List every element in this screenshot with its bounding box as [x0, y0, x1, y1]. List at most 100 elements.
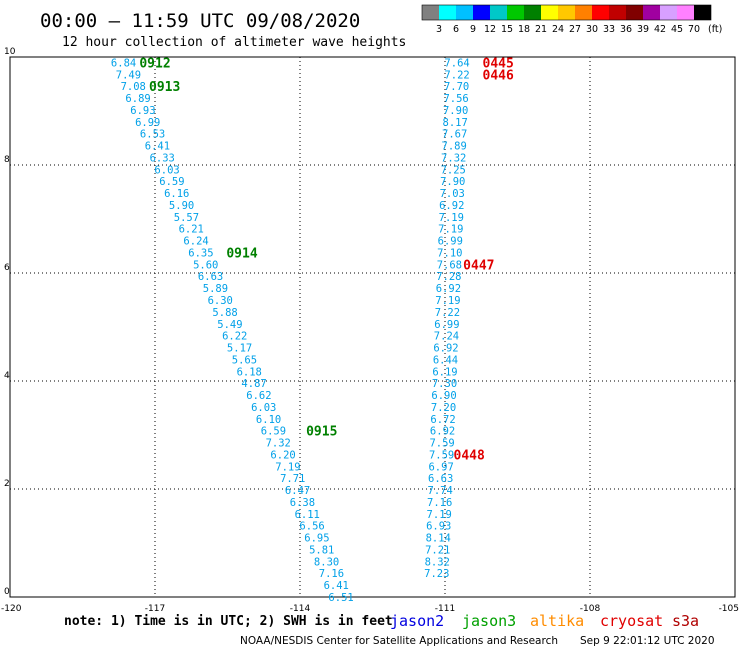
pass-label: 0448 [454, 448, 485, 463]
wave-height-label: 6.19 [432, 366, 457, 378]
colorbar-swatch [643, 5, 660, 20]
wave-height-label: 6.03 [154, 164, 179, 176]
wave-height-label: 6.92 [430, 426, 455, 438]
wave-height-label: 6.99 [438, 236, 463, 248]
pass-label: 0913 [149, 80, 180, 95]
wave-height-label: 6.93 [426, 521, 451, 533]
wave-height-label: 5.60 [193, 259, 218, 271]
x-tick-label: -117 [145, 604, 165, 614]
wave-height-label: 7.59 [429, 449, 454, 461]
wave-height-label: 6.03 [251, 402, 276, 414]
wave-height-label: 6.38 [290, 497, 315, 509]
chart-title: 00:00 – 11:59 UTC 09/08/2020 [40, 10, 360, 32]
chart-subtitle: 12 hour collection of altimeter wave hei… [62, 35, 406, 50]
pass-label: 0915 [306, 425, 337, 440]
wave-height-label: 6.24 [183, 236, 208, 248]
satellite-label: s3a [672, 612, 699, 630]
wave-height-label: 6.97 [428, 461, 453, 473]
colorbar-label: 9 [470, 24, 476, 35]
colorbar: 3 6 9 12 15 18 21 24 27 30 33 36 39 42 45 70 (ft) [421, 4, 722, 35]
wave-height-label: 6.35 [188, 247, 213, 259]
colorbar-swatch [473, 5, 490, 20]
wave-height-label: 6.20 [270, 449, 295, 461]
wave-height-label: 6.63 [428, 473, 453, 485]
wave-height-label: 7.24 [434, 331, 459, 343]
colorbar-frame [421, 4, 712, 21]
colorbar-label: 42 [654, 24, 666, 35]
wave-height-label: 7.19 [427, 509, 452, 521]
wave-height-label: 7.74 [428, 485, 453, 497]
wave-height-label: 7.32 [266, 438, 291, 450]
colorbar-swatch [609, 5, 626, 20]
wave-height-label: 6.22 [222, 331, 247, 343]
wave-height-label: 8.17 [443, 117, 468, 129]
wave-height-label: 7.56 [443, 93, 468, 105]
colorbar-swatch [558, 5, 575, 20]
wave-height-label: 7.32 [441, 152, 466, 164]
footer-note: note: 1) Time is in UTC; 2) SWH is in fe… [64, 614, 393, 629]
wave-height-label: 7.21 [425, 544, 450, 556]
colorbar-label: 3 [436, 24, 442, 35]
plot-area: -120 -117 -114 -111 -108 -105 0 2 4 6 8 10 6.847.4… [1, 47, 739, 614]
wave-height-label: 5.81 [309, 544, 334, 556]
colorbar-labels: 3 6 9 12 15 18 21 24 27 30 33 36 39 42 45 70 [436, 24, 700, 35]
wave-height-label: 5.89 [203, 283, 228, 295]
wave-height-label: 8.32 [425, 556, 450, 568]
credit-text: NOAA/NESDIS Center for Satellite Applica… [240, 635, 558, 647]
wave-height-label: 7.10 [437, 247, 462, 259]
wave-height-label: 6.16 [164, 188, 189, 200]
wave-height-label: 7.71 [280, 473, 305, 485]
colorbar-label: 6 [453, 24, 459, 35]
wave-height-label: 6.51 [328, 592, 353, 604]
wave-height-label: 7.70 [444, 81, 469, 93]
wave-height-label: 6.92 [439, 200, 464, 212]
colorbar-label: 27 [569, 24, 581, 35]
wave-height-label: 4.87 [241, 378, 266, 390]
wave-height-label: 6.11 [295, 509, 320, 521]
wave-height-label: 7.20 [431, 402, 456, 414]
x-tick-label: -105 [719, 604, 739, 614]
wave-height-label: 6.93 [130, 105, 155, 117]
colorbar-swatch [422, 5, 439, 20]
colorbar-swatch [677, 5, 694, 20]
y-tick-label: 10 [4, 47, 16, 57]
wave-height-label: 7.16 [319, 568, 344, 580]
wave-height-label: 6.63 [198, 271, 223, 283]
wave-height-label: 5.49 [217, 319, 242, 331]
wave-height-label: 6.47 [285, 485, 310, 497]
wave-height-label: 7.22 [444, 69, 469, 81]
satellite-label: jason2 [390, 612, 444, 630]
colorbar-swatches [421, 4, 712, 21]
pass-label: 0914 [226, 246, 257, 261]
wave-height-label: 6.41 [324, 580, 349, 592]
x-tick-label: -108 [580, 604, 601, 614]
satellite-label: altika [530, 612, 584, 630]
satellite-label: cryosat [600, 612, 663, 630]
colorbar-label: 24 [552, 24, 564, 35]
colorbar-label: 45 [671, 24, 683, 35]
wave-height-label: 6.72 [430, 414, 455, 426]
wave-height-label: 7.90 [440, 176, 465, 188]
colorbar-swatch [694, 5, 711, 20]
x-tick-label: -111 [435, 604, 455, 614]
colorbar-label: 12 [484, 24, 496, 35]
colorbar-swatch [592, 5, 609, 20]
colorbar-swatch [541, 5, 558, 20]
wave-height-label: 5.57 [174, 212, 199, 224]
x-tick-labels: -120 -117 -114 -111 -108 -105 [1, 604, 739, 614]
wave-height-label: 7.67 [442, 129, 467, 141]
pass-label: 0447 [463, 258, 494, 273]
wave-height-label: 8.14 [426, 533, 451, 545]
wave-height-label: 7.03 [440, 188, 465, 200]
wave-height-label: 6.95 [304, 533, 329, 545]
wave-height-label: 7.30 [432, 378, 457, 390]
y-tick-label: 8 [4, 155, 10, 165]
wave-height-label: 5.65 [232, 354, 257, 366]
wave-height-label: 6.92 [433, 343, 458, 355]
x-tick-label: -114 [290, 604, 311, 614]
colorbar-label: 70 [688, 24, 700, 35]
colorbar-label: 39 [637, 24, 649, 35]
wave-height-label: 6.99 [434, 319, 459, 331]
wave-height-label: 7.16 [427, 497, 452, 509]
